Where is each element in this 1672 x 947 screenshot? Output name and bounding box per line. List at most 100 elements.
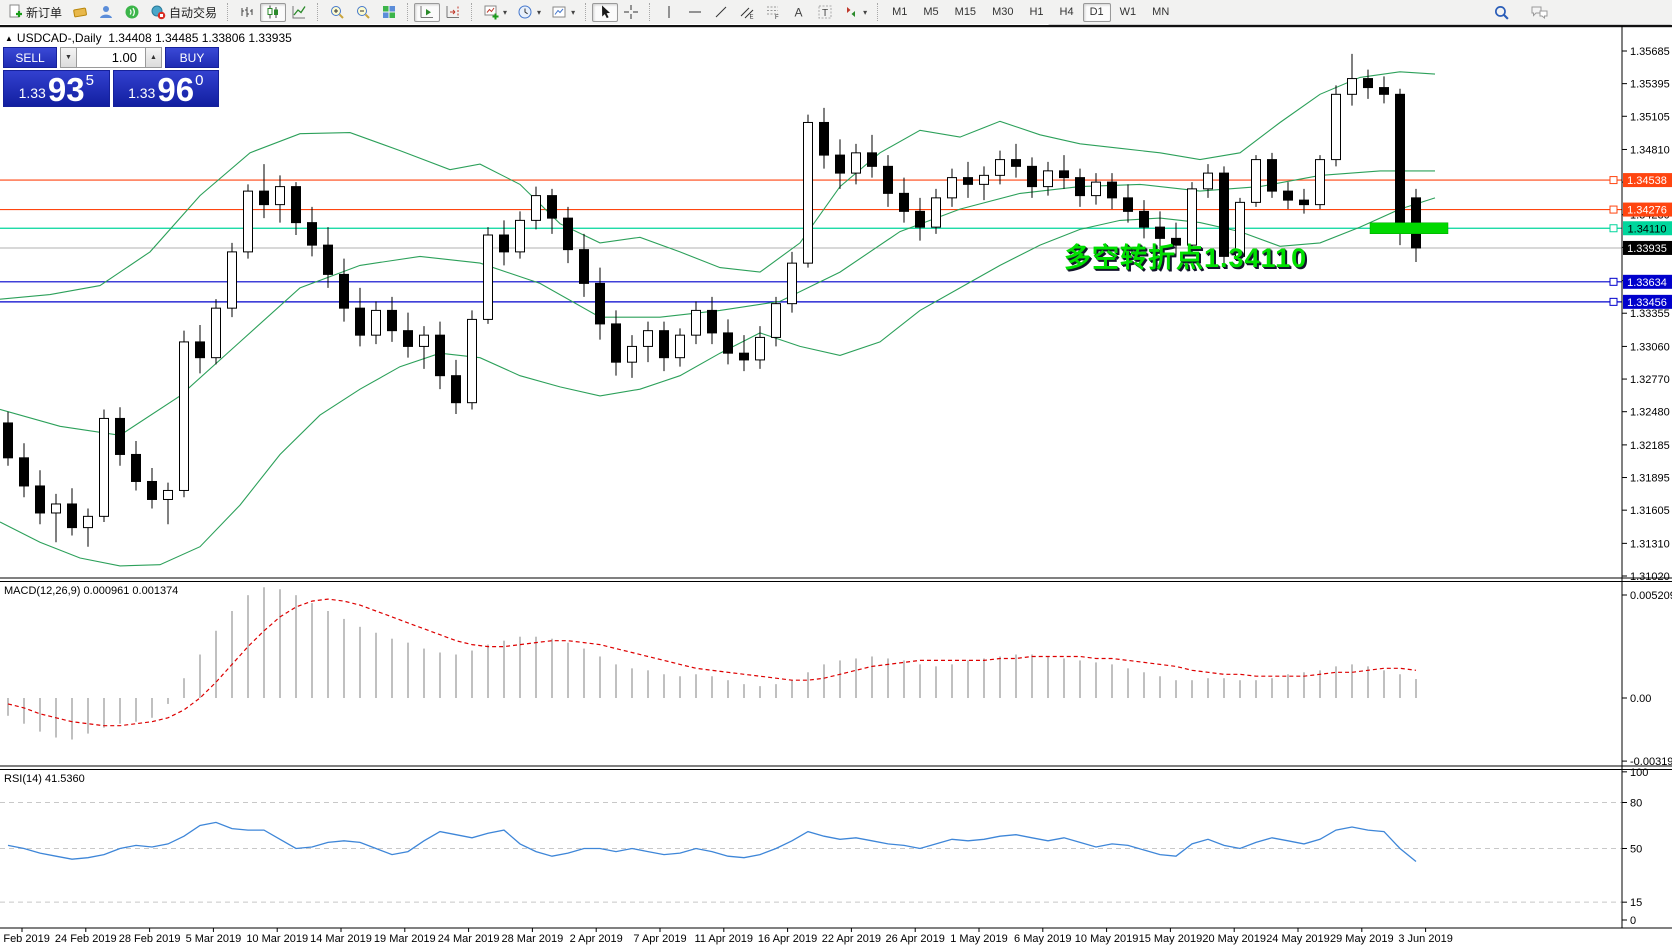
chat-button[interactable]: [1525, 3, 1554, 22]
timeframe-m1-button[interactable]: M1: [885, 3, 914, 22]
toolbar-separator: [471, 3, 473, 21]
svg-text:1.33456: 1.33456: [1627, 297, 1667, 309]
periods-button[interactable]: ▾: [512, 3, 546, 22]
collapse-triangle-icon[interactable]: ▲: [5, 34, 13, 43]
autotrading-label: 自动交易: [169, 5, 218, 20]
vertical-line-tool[interactable]: [656, 3, 682, 22]
svg-text:1.34810: 1.34810: [1630, 144, 1670, 156]
indicators-icon: [484, 5, 499, 20]
timeframe-h4-button[interactable]: H4: [1053, 3, 1081, 22]
sell-price-box[interactable]: 1.33 93 5: [3, 70, 110, 107]
svg-text:1.33634: 1.33634: [1627, 277, 1667, 289]
toolbar-separator: [877, 3, 879, 21]
timeframe-d1-button[interactable]: D1: [1082, 2, 1111, 22]
line-chart-button[interactable]: [286, 3, 312, 22]
equidistant-channel-tool[interactable]: E: [734, 3, 760, 22]
zoom-in-icon: [331, 6, 344, 19]
toolbar-separator: [407, 3, 409, 21]
fibonacci-tool[interactable]: F: [760, 3, 786, 22]
trendline-tool[interactable]: [708, 3, 734, 22]
svg-text:0: 0: [1630, 915, 1636, 927]
bollinger-upper-band: [0, 71, 1436, 300]
buy-price-box[interactable]: 1.33 96 0: [112, 70, 219, 108]
text-a-icon: A: [795, 6, 803, 20]
svg-text:10 May 2019: 10 May 2019: [1075, 933, 1139, 945]
timeframe-m30-button[interactable]: M30: [985, 3, 1020, 22]
arrows-tool[interactable]: ▾: [838, 3, 872, 22]
buy-button[interactable]: BUY: [165, 47, 219, 68]
horizontal-line-icon: [689, 11, 702, 13]
rsi-value: 41.5360: [44, 773, 85, 785]
crosshair-tool-button[interactable]: [618, 3, 644, 22]
svg-text:100: 100: [1630, 767, 1648, 779]
svg-text:1.31020: 1.31020: [1630, 571, 1670, 583]
timeframe-h1-button[interactable]: H1: [1022, 3, 1050, 22]
thick-green-trendline[interactable]: [1369, 222, 1449, 235]
volume-increase-button[interactable]: ▲: [145, 47, 162, 68]
svg-text:50: 50: [1630, 844, 1642, 856]
autotrading-button[interactable]: 自动交易: [145, 3, 222, 22]
svg-text:1.34110: 1.34110: [1628, 223, 1667, 235]
svg-text:F: F: [775, 15, 779, 20]
svg-text:24 May 2019: 24 May 2019: [1266, 933, 1330, 945]
volume-input[interactable]: [77, 47, 145, 68]
timeframe-w1-button[interactable]: W1: [1113, 3, 1144, 22]
templates-button[interactable]: ▾: [546, 3, 580, 22]
text-label-tool[interactable]: T: [812, 3, 838, 22]
indicators-button[interactable]: ▾: [478, 3, 512, 22]
chart-shift-icon: [446, 6, 460, 18]
cursor-tool-button[interactable]: [592, 2, 619, 22]
timeframe-m5-button[interactable]: M5: [916, 3, 945, 22]
svg-text:80: 80: [1630, 798, 1642, 810]
chart-shift-button[interactable]: [440, 3, 466, 22]
new-order-label: 新订单: [26, 5, 63, 20]
rsi-panel: 100 80 50 15 0: [0, 767, 1648, 927]
svg-text:10 Mar 2019: 10 Mar 2019: [246, 933, 308, 945]
candlestick-chart-button[interactable]: [260, 2, 287, 22]
crosshair-icon: [624, 5, 639, 19]
svg-text:1.34538: 1.34538: [1627, 175, 1667, 187]
sell-button[interactable]: SELL: [3, 47, 57, 68]
macd-indicator-label: MACD(12,26,9) 0.000961 0.001374: [4, 585, 178, 597]
line-chart-icon: [292, 6, 306, 19]
svg-text:11 Apr 2019: 11 Apr 2019: [695, 933, 754, 945]
svg-text:16 Apr 2019: 16 Apr 2019: [758, 933, 817, 945]
macd-values: 0.000961 0.001374: [83, 585, 179, 597]
auto-scroll-button[interactable]: [414, 2, 441, 22]
svg-text:1.32480: 1.32480: [1630, 407, 1670, 419]
new-order-button[interactable]: 新订单: [2, 3, 67, 22]
zoom-in-button[interactable]: [324, 3, 350, 22]
rsi-line: [7, 821, 1417, 863]
bar-chart-button[interactable]: [234, 3, 260, 22]
svg-text:1.34276: 1.34276: [1627, 205, 1667, 217]
svg-text:19 Mar 2019: 19 Mar 2019: [374, 933, 436, 945]
chart-window-button[interactable]: [67, 3, 93, 22]
symbol-ohlc-values: 1.34408 1.34485 1.33806 1.33935: [108, 31, 292, 45]
rsi-indicator-label: RSI(14) 41.5360: [4, 773, 85, 785]
chat-icon: [1531, 6, 1548, 20]
tile-windows-button[interactable]: [376, 3, 402, 22]
pivot-annotation-text: 多空转折点1.34110: [1064, 243, 1308, 273]
timeframe-m15-button[interactable]: M15: [948, 3, 983, 22]
arrows-icon: [847, 7, 856, 17]
cursor-icon: [602, 5, 611, 19]
profile-button[interactable]: [93, 3, 119, 22]
signals-button[interactable]: [119, 3, 145, 22]
buy-price-big: 96: [157, 71, 195, 108]
text-label-icon: T: [818, 5, 832, 19]
volume-decrease-button[interactable]: ▼: [60, 47, 77, 68]
search-button[interactable]: [1488, 3, 1515, 22]
profile-icon: [100, 6, 113, 18]
buy-price-prefix: 1.33: [128, 85, 156, 101]
timeframe-mn-button[interactable]: MN: [1145, 3, 1176, 22]
horizontal-line-tool[interactable]: [682, 3, 708, 22]
zoom-out-button[interactable]: [350, 3, 376, 22]
svg-text:9 Feb 2019: 9 Feb 2019: [0, 933, 50, 945]
text-tool[interactable]: A: [786, 3, 812, 22]
svg-text:1 May 2019: 1 May 2019: [950, 933, 1007, 945]
candlestick-chart-icon: [267, 5, 279, 19]
